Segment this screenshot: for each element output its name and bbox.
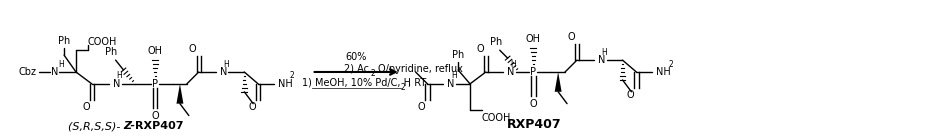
Text: OH: OH [147, 46, 162, 56]
Text: O: O [476, 44, 483, 54]
Text: (S,R,S,S)-: (S,R,S,S)- [68, 121, 124, 131]
Text: 2: 2 [370, 69, 375, 78]
Text: O: O [626, 90, 633, 100]
Text: N: N [506, 67, 514, 77]
Text: O: O [529, 99, 536, 109]
Text: RXP407: RXP407 [507, 118, 561, 131]
Text: O: O [248, 102, 256, 112]
Text: 2: 2 [400, 83, 405, 92]
Text: COOH: COOH [481, 113, 511, 122]
Text: 2: 2 [667, 60, 672, 69]
Text: P: P [152, 79, 158, 89]
Text: O: O [82, 102, 90, 112]
Text: , RT: , RT [407, 78, 426, 88]
Polygon shape [177, 84, 183, 104]
Text: Ph: Ph [489, 37, 501, 47]
Text: O/pyridine, reflux: O/pyridine, reflux [378, 64, 463, 74]
Text: Ph: Ph [106, 47, 118, 57]
Text: OH: OH [525, 34, 540, 44]
Text: O: O [189, 44, 196, 54]
Text: RXP407: RXP407 [135, 121, 184, 131]
Text: Ph: Ph [451, 50, 464, 60]
Text: N: N [219, 67, 227, 77]
Text: H: H [59, 60, 64, 69]
Text: N: N [112, 79, 120, 89]
Text: O: O [566, 32, 574, 42]
Text: 2) Ac: 2) Ac [344, 64, 368, 74]
Text: O: O [151, 111, 159, 121]
Text: O: O [417, 102, 425, 112]
Text: NH: NH [278, 79, 293, 89]
Text: H: H [510, 60, 515, 69]
Text: H: H [116, 71, 122, 80]
Text: N: N [598, 55, 604, 65]
Text: Ph: Ph [58, 36, 70, 46]
Text: H: H [224, 60, 229, 69]
Text: NH: NH [655, 67, 670, 77]
Text: H: H [601, 48, 607, 57]
Text: H: H [450, 71, 457, 80]
Text: Cbz: Cbz [19, 67, 37, 77]
Text: COOH: COOH [88, 37, 117, 47]
Text: N: N [447, 79, 454, 89]
Text: N: N [50, 67, 58, 77]
Text: P: P [530, 67, 536, 77]
Text: 2: 2 [290, 71, 295, 80]
Text: 1) MeOH, 10% Pd/C, H: 1) MeOH, 10% Pd/C, H [301, 78, 411, 88]
Polygon shape [554, 72, 561, 92]
Text: Z-: Z- [124, 121, 135, 131]
Text: 60%: 60% [346, 52, 366, 62]
